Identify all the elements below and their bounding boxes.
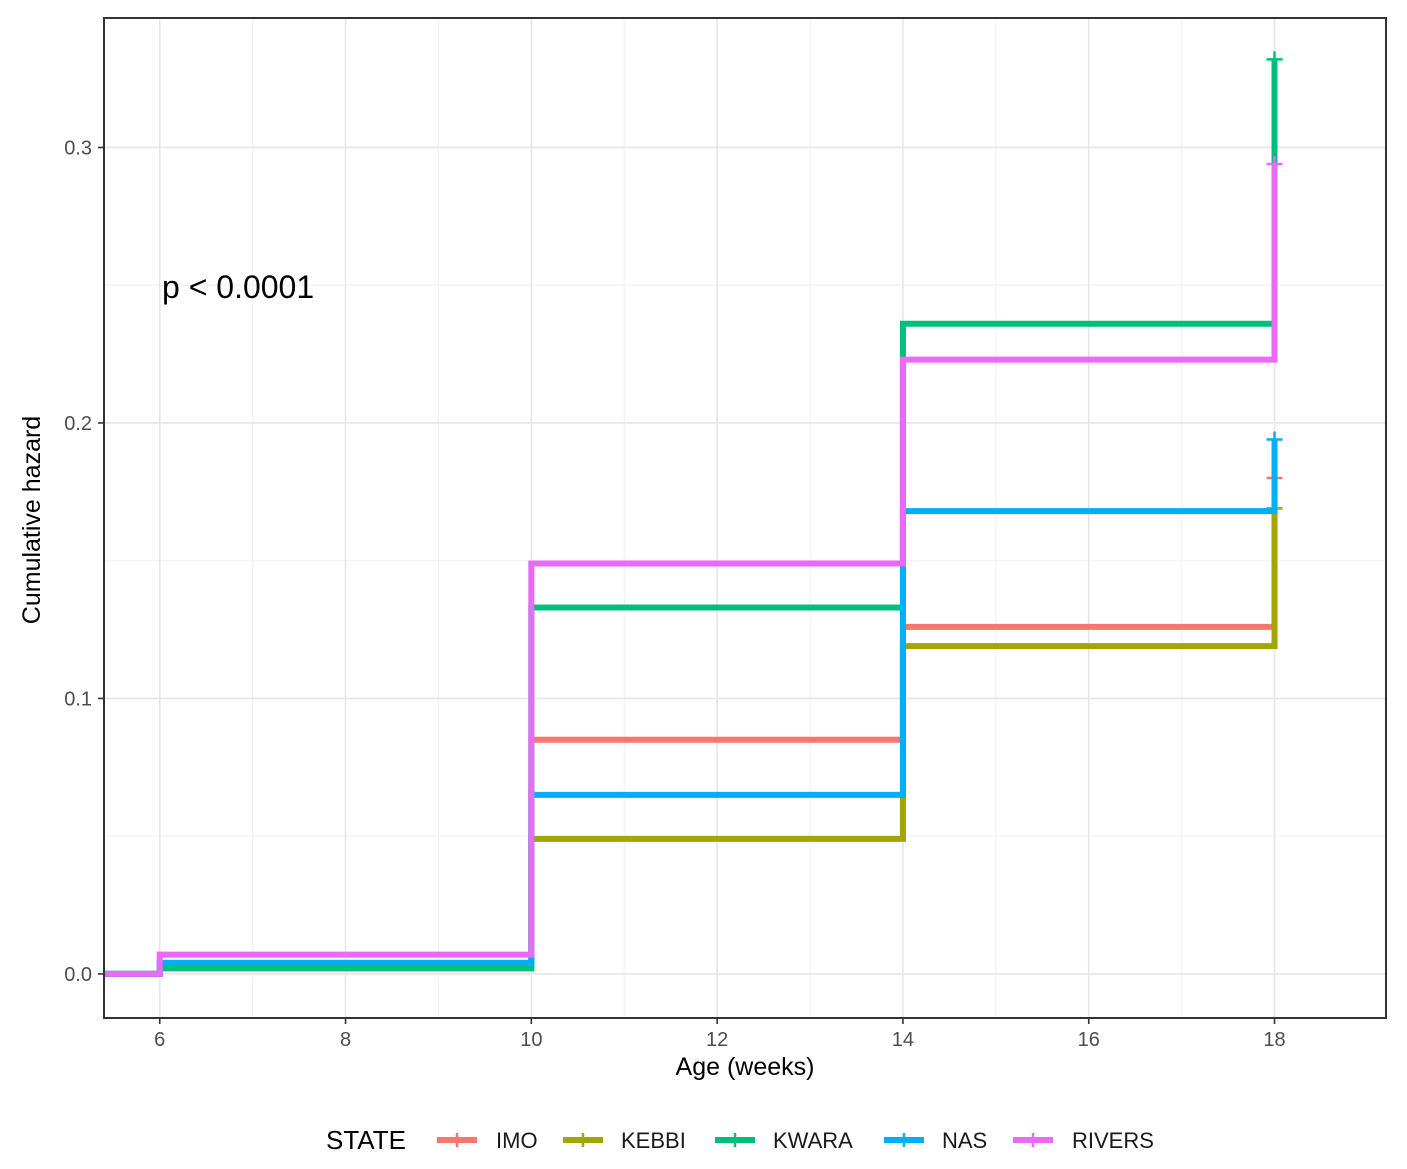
y-tick-label: 0.3: [64, 137, 92, 159]
legend-label-kebbi: KEBBI: [621, 1128, 686, 1153]
y-axis: 0.0 0.1 0.2 0.3: [64, 137, 104, 986]
legend-label-rivers: RIVERS: [1072, 1128, 1154, 1153]
x-tick-label: 6: [154, 1029, 165, 1051]
censor-mark-kwara: [1266, 51, 1283, 68]
p-value-annotation: p < 0.0001: [162, 269, 314, 305]
y-axis-title: Cumulative hazard: [18, 416, 46, 624]
y-tick-label: 0.2: [64, 413, 92, 435]
x-tick-label: 8: [340, 1029, 351, 1051]
x-tick-label: 12: [706, 1029, 728, 1051]
legend-title: STATE: [326, 1125, 406, 1155]
x-tick-label: 18: [1263, 1029, 1285, 1051]
censor-mark-rivers: [1266, 156, 1283, 173]
x-axis: 6 8 10 12 14 16 18: [154, 1018, 1286, 1051]
x-tick-label: 16: [1078, 1029, 1100, 1051]
plot-border: [103, 17, 1387, 1019]
legend-label-kwara: KWARA: [773, 1128, 853, 1153]
x-tick-label: 10: [520, 1029, 542, 1051]
minor-gridlines: [104, 18, 1386, 1018]
legend-label-nas: NAS: [942, 1128, 987, 1153]
series-line-rivers: [104, 164, 1278, 977]
legend-label-imo: IMO: [496, 1128, 538, 1153]
plot-panel: [104, 18, 1386, 1018]
y-tick-label: 0.1: [64, 688, 92, 710]
censor-mark-nas: [1266, 431, 1283, 448]
y-tick-label: 0.0: [64, 964, 92, 986]
series-layer: [104, 51, 1283, 977]
legend: STATE IMO KEBBI KWARA NAS RIVERS: [326, 1125, 1154, 1155]
x-axis-title: Age (weeks): [676, 1053, 815, 1081]
x-tick-label: 14: [892, 1029, 914, 1051]
